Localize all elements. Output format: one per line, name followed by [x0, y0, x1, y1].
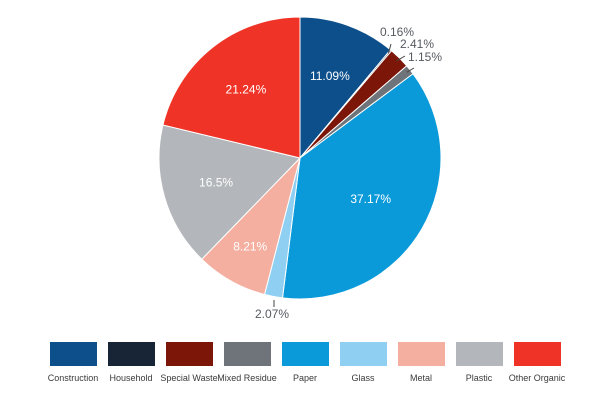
chart-legend: Construction Household Special Waste Mixed … — [44, 342, 566, 383]
legend-swatch — [513, 342, 561, 366]
pie-slice-construction — [299, 16, 392, 160]
legend-item: Glass — [334, 342, 392, 383]
legend-swatch — [49, 342, 97, 366]
pie-slice-plastic — [158, 124, 301, 260]
pie-slice-paper — [281, 73, 442, 300]
legend-swatch — [223, 342, 271, 366]
leader-line — [387, 43, 392, 54]
pie-chart-canvas: 11.09% 0.16%2.41%1.15% 37.17% 2.07% 8.21% 16.… — [158, 16, 442, 321]
slice-label-plastic: 16.5% — [199, 175, 233, 189]
legend-item: Metal — [392, 342, 450, 383]
slice-label-other-organic: 21.24% — [226, 82, 267, 96]
legend-label: Metal — [409, 373, 432, 383]
legend-item: Plastic — [450, 342, 508, 383]
legend-label: Construction — [47, 373, 99, 383]
legend-item: Other Organic — [508, 342, 566, 383]
legend-swatch — [397, 342, 445, 366]
leader-line — [396, 55, 406, 62]
legend-swatch — [165, 342, 213, 366]
legend-item: Household — [102, 342, 160, 383]
legend-item: Special Waste — [160, 342, 218, 383]
legend-label: Other Organic — [508, 373, 566, 383]
legend-label: Household — [109, 373, 153, 383]
slice-label-paper: 37.17% — [350, 192, 391, 206]
legend-swatch — [455, 342, 503, 366]
slice-label-mixed-residue: 1.15% — [408, 50, 442, 64]
legend-swatch — [339, 342, 387, 366]
slice-label-household: 0.16% — [380, 25, 414, 39]
legend-label: Paper — [292, 373, 318, 383]
legend-label: Plastic — [465, 373, 493, 383]
legend-item: Construction — [44, 342, 102, 383]
legend-swatch — [107, 342, 155, 366]
legend-item: Mixed Residue — [217, 342, 277, 383]
slice-label-construction: 11.09% — [310, 69, 350, 83]
legend-label: Special Waste — [160, 373, 218, 383]
legend-swatch — [281, 342, 329, 366]
slice-label-metal: 8.21% — [233, 239, 267, 253]
legend-item: Paper — [276, 342, 334, 383]
slice-label-special-waste: 2.41% — [400, 37, 434, 51]
leader-line — [406, 67, 415, 73]
slice-label-glass: 2.07% — [255, 307, 289, 321]
legend-label: Mixed Residue — [217, 373, 277, 383]
legend-label: Glass — [351, 373, 375, 383]
pie-slice-other-organic — [162, 16, 301, 159]
